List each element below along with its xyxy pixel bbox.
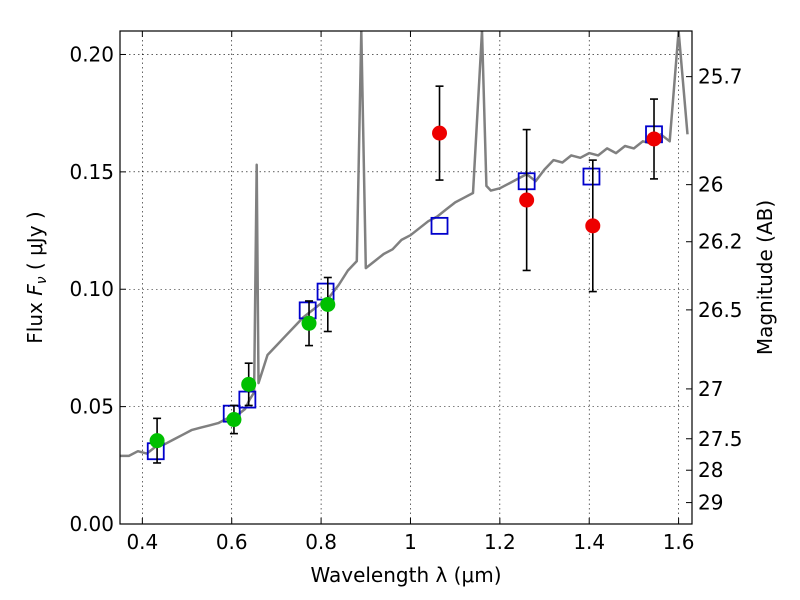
y-tick-label: 0.10 [69, 277, 114, 301]
right-tick-label: 26.2 [698, 230, 743, 254]
red-data-point [519, 192, 535, 208]
green-data-point [320, 296, 336, 312]
green-data-point [301, 315, 317, 331]
green-data-point [226, 412, 242, 428]
ticks: 0.4 0.6 0.8 1 1.2 1.4 1.6 0.00 0.05 0.10 0.15 0.20 2… [69, 31, 743, 554]
green-data-point [241, 376, 257, 392]
right-tick-label: 28 [698, 458, 723, 482]
y-tick-label: 0.20 [69, 42, 114, 66]
right-tick-label: 27.5 [698, 427, 743, 451]
right-tick-label: 26.5 [698, 298, 743, 322]
right-tick-label: 29 [698, 491, 723, 515]
right-tick-label: 26 [698, 173, 723, 197]
y-axis-label: Flux Fν ( μJy ) [23, 211, 50, 343]
x-tick-label: 1 [404, 530, 417, 554]
x-tick-label: 0.6 [216, 530, 248, 554]
x-tick-label: 1.6 [663, 530, 695, 554]
model-point-square [582, 167, 601, 186]
plot-area [120, 31, 689, 464]
y-tick-label: 0.05 [69, 395, 114, 419]
x-tick-label: 1.4 [573, 530, 605, 554]
model-point-square [430, 216, 449, 235]
plot-frame [119, 30, 693, 525]
x-tick-label: 0.8 [305, 530, 337, 554]
green-data-point [149, 433, 165, 449]
right-tick-label: 25.7 [698, 65, 743, 89]
model-spectrum-line [120, 31, 689, 458]
y-tick-label: 0.00 [69, 512, 114, 536]
right-tick-label: 27 [698, 377, 723, 401]
y-tick-label: 0.15 [69, 160, 114, 184]
x-tick-label: 1.2 [484, 530, 516, 554]
red-data-point [585, 218, 601, 234]
x-axis-label: Wavelength λ (μm) [310, 563, 501, 587]
x-tick-label: 0.4 [126, 530, 158, 554]
grid [120, 31, 692, 524]
red-data-point [432, 125, 448, 141]
red-data-point [646, 131, 662, 147]
y-axis-right-label: Magnitude (AB) [753, 200, 777, 355]
